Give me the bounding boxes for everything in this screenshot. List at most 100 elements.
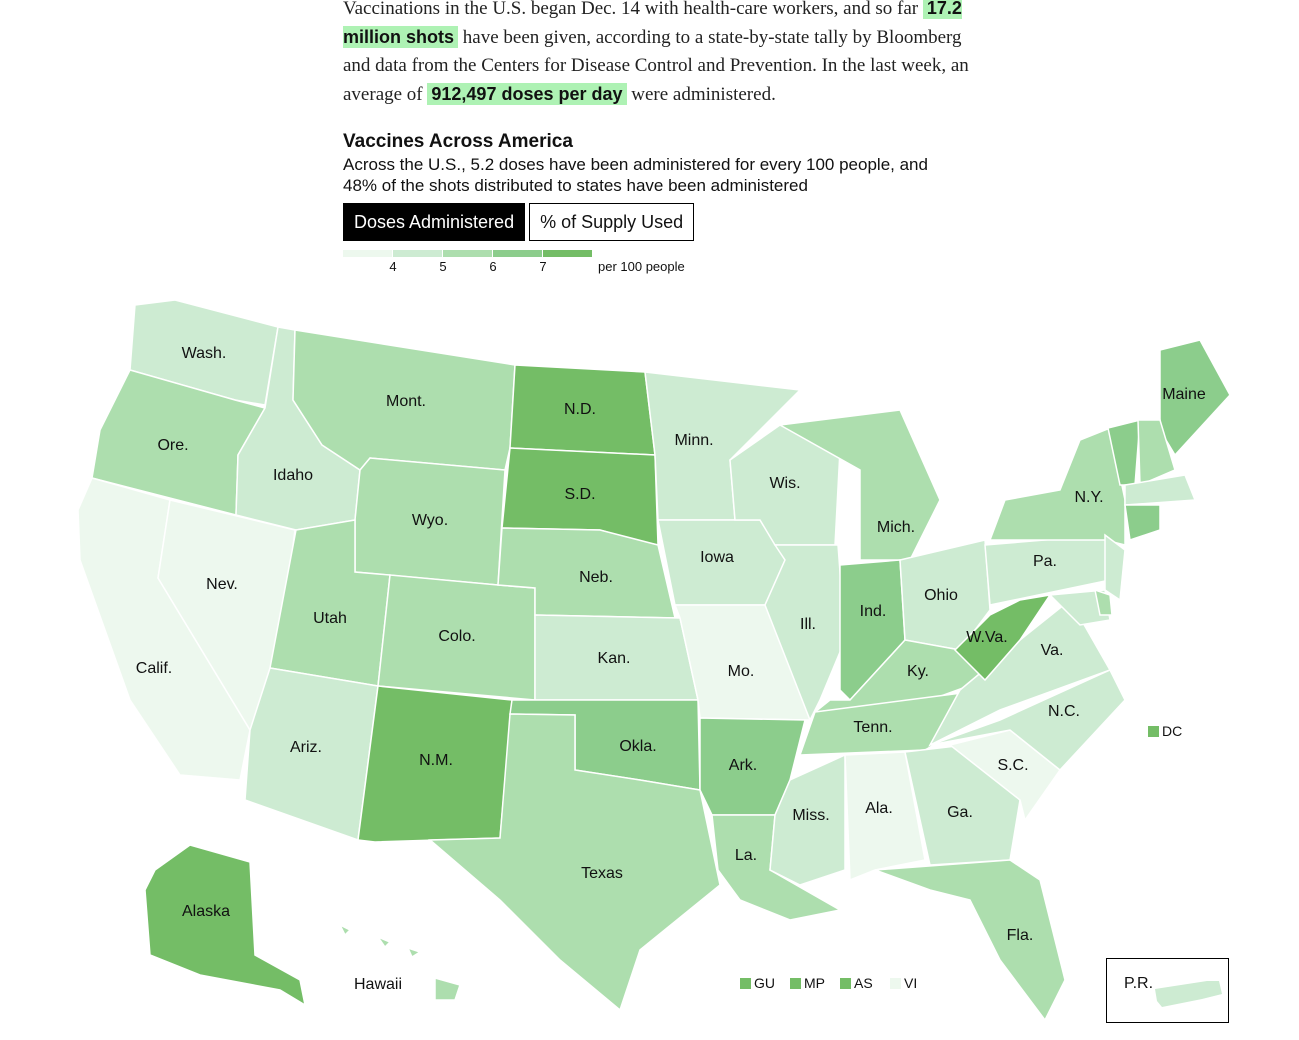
map-subtitle: Across the U.S., 5.2 doses have been adm… bbox=[343, 155, 928, 195]
state-label: Neb. bbox=[579, 569, 613, 586]
tab-supply-used[interactable]: % of Supply Used bbox=[529, 203, 695, 241]
state-label: Mo. bbox=[728, 663, 755, 680]
state-md[interactable] bbox=[1048, 589, 1111, 626]
legend-swatch bbox=[443, 250, 492, 257]
tab-doses-administered[interactable]: Doses Administered bbox=[343, 203, 526, 241]
state-label: Okla. bbox=[619, 738, 656, 755]
state-label: Nev. bbox=[206, 576, 238, 593]
state-ma[interactable] bbox=[1124, 474, 1197, 506]
territory-key-mp: MP bbox=[790, 975, 825, 991]
intro-text: Vaccinations in the U.S. began Dec. 14 w… bbox=[343, 0, 919, 19]
state-ak[interactable] bbox=[144, 844, 307, 1007]
state-label: La. bbox=[735, 847, 757, 864]
puerto-rico-inset: P.R. bbox=[1106, 958, 1229, 1023]
state-hi[interactable] bbox=[338, 923, 352, 937]
state-ny[interactable] bbox=[988, 426, 1126, 546]
state-label: Mont. bbox=[386, 393, 426, 410]
state-label: Calif. bbox=[136, 660, 172, 677]
territory-key-dc: DC bbox=[1148, 723, 1182, 739]
puerto-rico-shape bbox=[1155, 981, 1222, 1007]
territory-key-vi: VI bbox=[890, 975, 917, 991]
territory-key-as: AS bbox=[840, 975, 873, 991]
state-label: Kan. bbox=[598, 650, 631, 667]
state-label: W.Va. bbox=[966, 629, 1008, 646]
state-label: Tenn. bbox=[853, 719, 892, 736]
intro-text: were administered. bbox=[631, 84, 776, 105]
state-label: Ariz. bbox=[290, 739, 322, 756]
state-nh[interactable] bbox=[1137, 419, 1176, 487]
state-label: Colo. bbox=[438, 628, 475, 645]
state-label: Ind. bbox=[860, 603, 887, 620]
state-label: S.C. bbox=[997, 757, 1028, 774]
state-label: Pa. bbox=[1033, 553, 1057, 570]
state-label: Alaska bbox=[182, 903, 230, 920]
puerto-rico-label: P.R. bbox=[1124, 975, 1154, 992]
state-il[interactable] bbox=[764, 544, 846, 722]
state-label: Wash. bbox=[182, 345, 227, 362]
territory-label: GU bbox=[754, 975, 775, 991]
state-label: Ohio bbox=[924, 587, 958, 604]
state-label: Ark. bbox=[729, 757, 757, 774]
state-label: Ky. bbox=[907, 663, 929, 680]
state-label: Ill. bbox=[800, 616, 816, 633]
legend-swatch bbox=[393, 250, 442, 257]
state-label: Ga. bbox=[947, 804, 973, 821]
state-hi[interactable] bbox=[375, 935, 392, 949]
state-label: Wis. bbox=[769, 475, 800, 492]
legend-tick: 6 bbox=[489, 259, 497, 274]
state-ct[interactable] bbox=[1124, 504, 1161, 541]
territory-label: AS bbox=[854, 975, 873, 991]
map-title: Vaccines Across America bbox=[343, 131, 573, 152]
territory-swatch bbox=[790, 977, 801, 989]
state-label: Idaho bbox=[273, 467, 313, 484]
state-hi[interactable] bbox=[434, 977, 461, 1001]
state-label: Mich. bbox=[877, 519, 915, 536]
legend-swatch bbox=[343, 250, 392, 257]
state-label: N.Y. bbox=[1074, 489, 1103, 506]
state-fl[interactable] bbox=[874, 859, 1066, 1022]
state-me[interactable] bbox=[1159, 339, 1231, 457]
state-de[interactable] bbox=[1094, 588, 1113, 616]
state-label: Va. bbox=[1041, 642, 1064, 659]
intro-paragraph: Vaccinations in the U.S. began Dec. 14 w… bbox=[343, 0, 983, 109]
state-nc[interactable] bbox=[929, 669, 1126, 772]
state-label: Hawaii bbox=[354, 976, 402, 993]
territory-swatch bbox=[740, 977, 751, 989]
state-label: Iowa bbox=[700, 549, 734, 566]
legend-swatch bbox=[493, 250, 542, 257]
territory-label: DC bbox=[1162, 723, 1183, 739]
territory-label: MP bbox=[804, 975, 825, 991]
legend-swatch bbox=[543, 250, 592, 257]
legend-unit: per 100 people bbox=[598, 259, 685, 274]
state-nj[interactable] bbox=[1104, 533, 1126, 602]
territory-swatch bbox=[890, 977, 901, 989]
state-label: N.C. bbox=[1048, 703, 1080, 720]
state-label: N.M. bbox=[419, 752, 453, 769]
territory-label: VI bbox=[904, 975, 918, 991]
state-label: S.D. bbox=[564, 486, 595, 503]
state-label: Utah bbox=[313, 610, 347, 627]
intro-text: have been given, according to a state-by… bbox=[343, 27, 969, 105]
state-al[interactable] bbox=[844, 751, 926, 882]
state-label: Ore. bbox=[157, 437, 188, 454]
highlight-daily-doses: 912,497 doses per day bbox=[427, 83, 627, 105]
state-label: Ala. bbox=[865, 800, 893, 817]
state-label: Miss. bbox=[792, 807, 829, 824]
state-label: N.D. bbox=[564, 401, 596, 418]
territory-key-gu: GU bbox=[740, 975, 775, 991]
legend-tick: 7 bbox=[539, 259, 547, 274]
state-label: Texas bbox=[581, 865, 623, 882]
state-az[interactable] bbox=[244, 667, 379, 842]
territory-swatch bbox=[1148, 725, 1159, 737]
legend-tick: 5 bbox=[439, 259, 447, 274]
state-tx[interactable] bbox=[428, 713, 721, 1012]
state-hi[interactable] bbox=[406, 946, 422, 959]
legend-tick: 4 bbox=[389, 259, 397, 274]
state-label: Minn. bbox=[674, 432, 713, 449]
state-label: Wyo. bbox=[412, 512, 448, 529]
metric-tabs: Doses Administered % of Supply Used bbox=[343, 203, 695, 241]
state-label: Maine bbox=[1162, 386, 1206, 403]
state-label: Fla. bbox=[1007, 927, 1034, 944]
territory-swatch bbox=[840, 977, 851, 989]
